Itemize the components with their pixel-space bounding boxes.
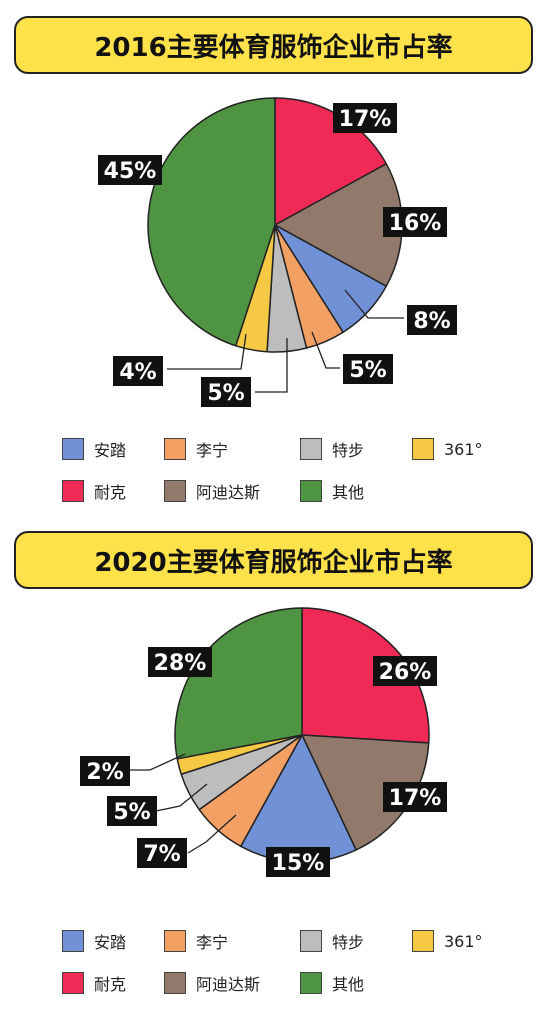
legend-label: 李宁 xyxy=(196,441,229,460)
svg-text:15%: 15% xyxy=(272,851,325,876)
legend-item: 安踏 xyxy=(62,928,126,954)
leader-line-2016-3 xyxy=(311,331,340,369)
data-label-2020-3: 7% xyxy=(137,838,187,868)
legend-item: 李宁 xyxy=(164,436,228,462)
data-label-2020-1: 17% xyxy=(383,782,447,812)
legend-item: 耐克 xyxy=(62,478,126,504)
legend-swatch xyxy=(62,480,84,502)
legend-label: 其他 xyxy=(332,975,365,994)
legend-2016: 安踏 李宁 特步 361° 耐克 阿迪达斯 其他 xyxy=(0,430,549,520)
legend-item: 李宁 xyxy=(164,928,228,954)
legend-swatch xyxy=(62,930,84,952)
data-label-2016-6: 45% xyxy=(98,155,162,185)
data-label-2016-0: 17% xyxy=(333,103,397,133)
data-label-2020-5: 2% xyxy=(80,756,130,786)
legend-item: 耐克 xyxy=(62,970,126,996)
legend-swatch xyxy=(300,438,322,460)
legend-swatch xyxy=(300,930,322,952)
leader-line-2020-3 xyxy=(187,814,237,854)
data-label-2016-3: 5% xyxy=(343,354,393,384)
leader-line-2016-2 xyxy=(344,289,404,319)
data-label-2016-2: 8% xyxy=(407,305,457,335)
pie-chart-2016: 17% 16% 8% 5% 5% 4% 45% xyxy=(98,97,457,407)
legend-swatch xyxy=(164,930,186,952)
legend-label: 特步 xyxy=(332,441,365,460)
data-label-2020-4: 5% xyxy=(107,796,157,826)
svg-text:7%: 7% xyxy=(143,842,180,867)
legend-swatch xyxy=(164,480,186,502)
leader-line-2016-5 xyxy=(167,333,247,370)
leader-line-2020-5 xyxy=(130,753,186,771)
legend-label: 361° xyxy=(444,931,483,951)
svg-text:8%: 8% xyxy=(413,309,450,334)
legend-swatch xyxy=(164,438,186,460)
pie-slice-2020-0 xyxy=(301,607,430,744)
data-label-2020-6: 28% xyxy=(148,647,212,677)
legend-swatch xyxy=(164,972,186,994)
legend-swatch xyxy=(300,480,322,502)
legend-item: 361° xyxy=(412,436,483,462)
legend-swatch xyxy=(412,438,434,460)
svg-text:26%: 26% xyxy=(379,660,432,685)
legend-item: 阿迪达斯 xyxy=(164,970,260,996)
svg-text:4%: 4% xyxy=(119,360,156,385)
data-label-2016-1: 16% xyxy=(383,207,447,237)
svg-text:16%: 16% xyxy=(389,211,442,236)
svg-text:17%: 17% xyxy=(339,107,392,132)
legend-swatch xyxy=(412,930,434,952)
legend-label: 其他 xyxy=(332,483,365,502)
legend-item: 361° xyxy=(412,928,483,954)
svg-text:5%: 5% xyxy=(349,358,386,383)
svg-text:17%: 17% xyxy=(389,786,442,811)
svg-text:45%: 45% xyxy=(104,159,157,184)
legend-2020: 安踏 李宁 特步 361° 耐克 阿迪达斯 其他 xyxy=(0,922,549,1012)
legend-item: 其他 xyxy=(300,970,364,996)
svg-text:5%: 5% xyxy=(207,381,244,406)
legend-swatch xyxy=(300,972,322,994)
legend-swatch xyxy=(62,972,84,994)
chart-title-2016: 2016主要体育服饰企业市占率 xyxy=(14,16,533,74)
pie-slice-2016-6 xyxy=(147,97,276,347)
svg-text:28%: 28% xyxy=(154,651,207,676)
leader-line-2016-4 xyxy=(255,338,288,393)
legend-label: 李宁 xyxy=(196,933,229,952)
legend-label: 安踏 xyxy=(94,933,127,952)
legend-label: 安踏 xyxy=(94,441,127,460)
legend-label: 特步 xyxy=(332,933,365,952)
data-label-2016-5: 4% xyxy=(113,356,163,386)
data-label-2020-2: 15% xyxy=(266,847,330,877)
legend-label: 耐克 xyxy=(94,483,127,502)
legend-item: 阿迪达斯 xyxy=(164,478,260,504)
svg-text:5%: 5% xyxy=(113,800,150,825)
pie-slice-2020-6 xyxy=(174,607,303,760)
legend-item: 安踏 xyxy=(62,436,126,462)
legend-label: 361° xyxy=(444,439,483,459)
legend-item: 其他 xyxy=(300,478,364,504)
svg-text:2%: 2% xyxy=(86,760,123,785)
legend-swatch xyxy=(62,438,84,460)
pie-chart-2020: 26% 17% 15% 7% 5% 2% 28% xyxy=(80,607,447,877)
legend-label: 耐克 xyxy=(94,975,127,994)
data-label-2016-4: 5% xyxy=(201,377,251,407)
data-label-2020-0: 26% xyxy=(373,656,437,686)
chart-title-2020: 2020主要体育服饰企业市占率 xyxy=(14,531,533,589)
legend-label: 阿迪达斯 xyxy=(196,483,261,502)
legend-item: 特步 xyxy=(300,928,364,954)
leader-line-2020-4 xyxy=(155,783,208,812)
legend-item: 特步 xyxy=(300,436,364,462)
legend-label: 阿迪达斯 xyxy=(196,975,261,994)
